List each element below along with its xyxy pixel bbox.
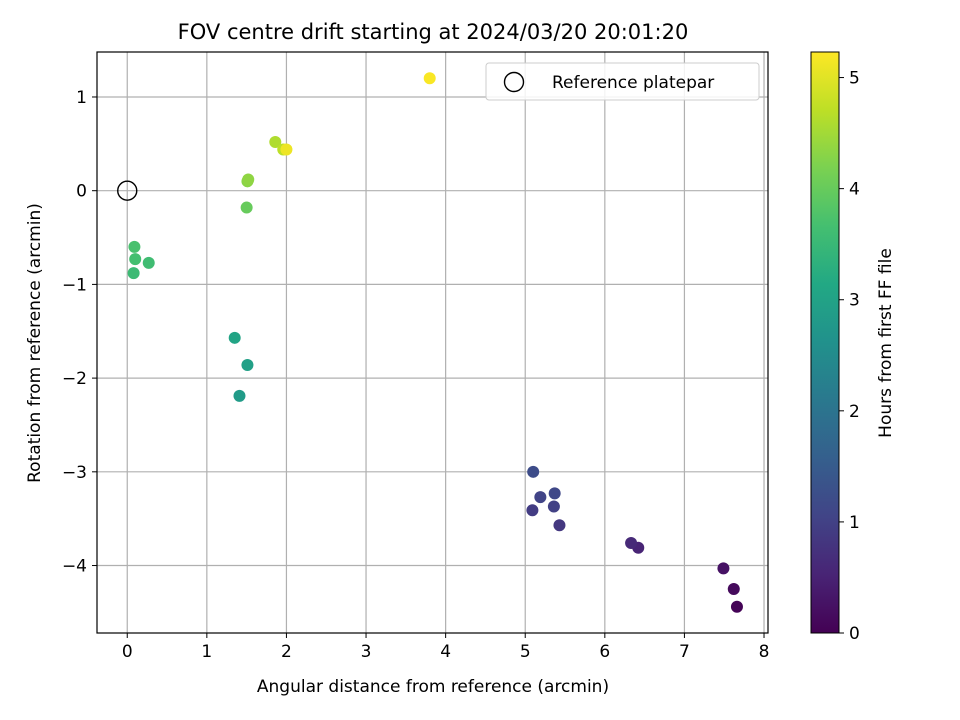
x-axis-label: Angular distance from reference (arcmin) xyxy=(257,677,609,697)
legend-marker xyxy=(503,71,525,93)
x-tick-label: 3 xyxy=(361,642,372,662)
reference-marker xyxy=(117,180,138,201)
x-tick-label: 0 xyxy=(122,642,133,662)
data-point xyxy=(548,487,561,500)
plot-frame xyxy=(96,51,769,634)
data-point xyxy=(241,358,254,371)
y-tick-label: 1 xyxy=(76,88,87,108)
colorbar-tick-label: 5 xyxy=(849,69,860,89)
y-tick-label: −4 xyxy=(62,557,87,577)
colorbar-tick-label: 0 xyxy=(849,624,860,644)
data-point xyxy=(526,504,539,517)
x-tick-label: 5 xyxy=(520,642,531,662)
colorbar-label: Hours from first FF file xyxy=(876,248,896,438)
x-tick-label: 4 xyxy=(440,642,451,662)
data-point xyxy=(240,201,253,214)
data-point xyxy=(547,500,560,513)
data-point xyxy=(127,267,140,280)
x-tick-label: 7 xyxy=(679,642,690,662)
colorbar-tick-label: 3 xyxy=(849,291,860,311)
data-point xyxy=(233,389,246,402)
data-point xyxy=(129,253,142,266)
data-point xyxy=(527,465,540,478)
legend-label: Reference platepar xyxy=(552,73,714,93)
data-point xyxy=(142,256,155,269)
data-point xyxy=(423,72,436,85)
legend: Reference platepar xyxy=(485,62,760,101)
data-point xyxy=(242,173,255,186)
x-tick-label: 6 xyxy=(599,642,610,662)
y-axis-ticks: −4 −3 −2 −1 0 1 xyxy=(62,88,97,577)
legend-box xyxy=(485,62,760,101)
data-point xyxy=(625,537,638,550)
y-tick-label: −2 xyxy=(62,369,87,389)
grid xyxy=(97,52,768,633)
data-point xyxy=(534,491,547,504)
y-tick-label: −3 xyxy=(62,463,87,483)
data-point xyxy=(269,135,282,148)
colorbar-tick-label: 4 xyxy=(849,180,860,200)
x-axis-ticks: 0 1 2 3 4 5 6 7 8 xyxy=(122,633,770,662)
y-tick-label: 0 xyxy=(76,182,87,202)
data-point xyxy=(727,582,740,595)
x-tick-label: 2 xyxy=(281,642,292,662)
y-axis-label: Rotation from reference (arcmin) xyxy=(25,203,45,483)
colorbar-tick-label: 2 xyxy=(849,402,860,422)
data-point xyxy=(228,331,241,344)
data-points xyxy=(127,72,743,613)
data-point xyxy=(553,519,566,532)
colorbar-ticks: 0 1 2 3 4 5 xyxy=(839,69,860,644)
y-tick-label: −1 xyxy=(62,275,87,295)
colorbar-tick-label: 1 xyxy=(849,513,860,533)
colorbar xyxy=(810,51,840,634)
x-tick-label: 1 xyxy=(201,642,212,662)
chart-title: FOV centre drift starting at 2024/03/20 … xyxy=(178,20,689,44)
data-point xyxy=(730,600,743,613)
data-point xyxy=(717,562,730,575)
data-point xyxy=(128,240,141,253)
plot-area xyxy=(97,52,768,633)
x-tick-label: 8 xyxy=(759,642,770,662)
reference-group xyxy=(117,180,138,201)
data-point xyxy=(280,143,293,156)
